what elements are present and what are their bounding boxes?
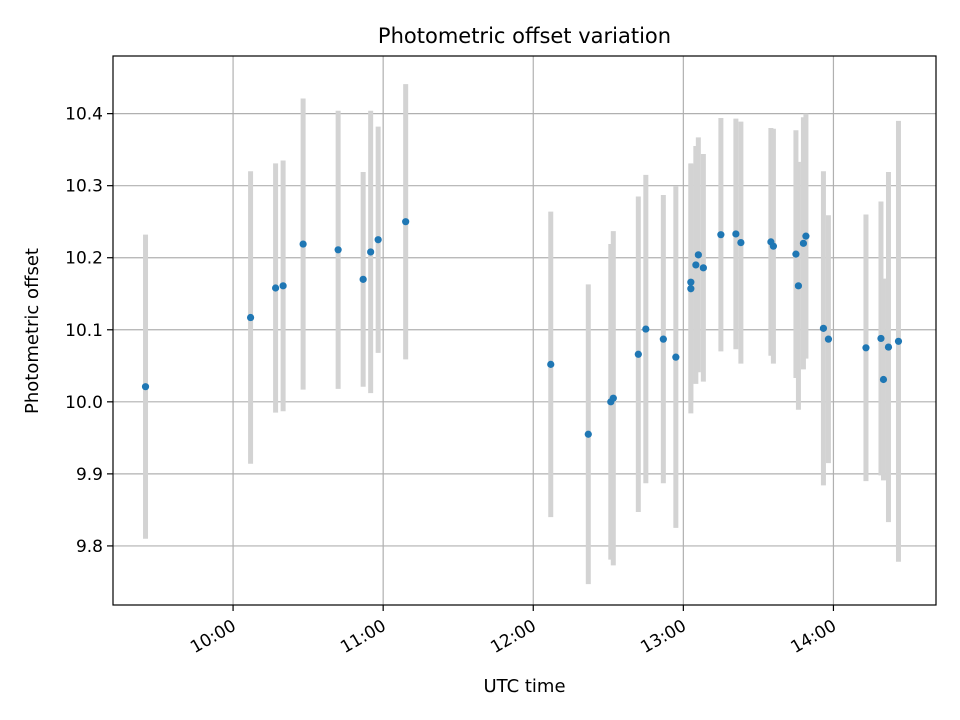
data-point <box>279 282 287 290</box>
data-point <box>802 232 810 240</box>
data-point <box>877 334 885 343</box>
data-point <box>584 430 592 438</box>
data-point <box>334 246 342 254</box>
data-point <box>737 239 745 247</box>
plot-frame <box>112 55 937 606</box>
data-point <box>884 343 893 351</box>
chart-title: Photometric offset variation <box>378 24 671 48</box>
data-point <box>367 248 375 256</box>
data-point <box>799 239 808 247</box>
y-tick-label: 10.4 <box>65 105 103 125</box>
data-point <box>699 264 707 272</box>
data-point <box>862 344 870 352</box>
data-point <box>819 324 828 332</box>
data-point <box>246 313 255 322</box>
y-tick-label: 9.8 <box>76 537 103 557</box>
y-tick-label: 10.0 <box>65 393 103 413</box>
data-point <box>687 278 695 286</box>
data-point <box>894 337 903 345</box>
x-axis-label: UTC time <box>483 676 565 697</box>
data-point <box>642 325 650 333</box>
data-point <box>692 261 700 269</box>
data-point <box>687 285 695 293</box>
data-point <box>694 251 702 259</box>
data-point <box>359 275 367 283</box>
y-tick-label: 10.1 <box>65 321 103 341</box>
data-point <box>634 350 642 358</box>
data-point <box>792 250 800 258</box>
y-axis-label: Photometric offset <box>22 248 43 414</box>
data-point <box>824 335 833 343</box>
data-point <box>717 231 725 239</box>
data-point <box>141 383 150 391</box>
data-point <box>879 375 888 384</box>
data-point <box>732 230 740 238</box>
data-point <box>794 282 803 290</box>
data-point <box>609 394 617 402</box>
data-point <box>659 335 667 343</box>
data-point <box>402 218 410 226</box>
y-tick-label: 10.3 <box>65 177 103 197</box>
data-point <box>374 236 382 244</box>
data-point <box>299 240 307 248</box>
data-point <box>547 360 555 368</box>
y-tick-label: 9.9 <box>76 465 103 485</box>
data-point <box>672 353 680 361</box>
data-point <box>769 242 778 250</box>
y-tick-label: 10.2 <box>65 249 103 269</box>
data-points <box>141 218 903 438</box>
data-point <box>271 284 280 292</box>
y-axis-ticks: 9.8 9.9 10.0 10.1 10.2 10.3 10.4 <box>65 105 113 557</box>
